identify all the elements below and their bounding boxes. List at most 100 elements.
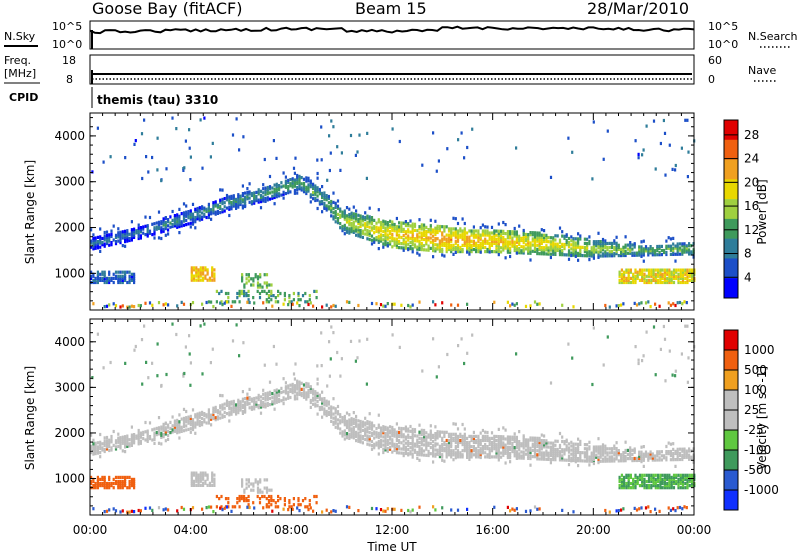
velocity-cell [529,454,532,459]
velocity-cell [275,362,278,366]
velocity-cell [411,427,414,432]
power-cell [261,285,264,289]
velocity-cell [647,452,650,456]
velocity-cell [391,427,394,432]
power-cell [288,294,291,298]
power-cell [675,274,678,278]
power-cell [133,272,136,276]
power-cell [470,243,473,247]
velocity-cell [318,393,321,397]
power-cell [495,237,498,241]
velocity-cell [157,432,161,436]
velocity-cell [441,458,444,462]
velocity-cell [256,486,260,490]
velocity-cell [336,404,340,409]
power-cell [674,252,677,256]
power-cell [645,268,648,272]
power-cell [447,241,451,245]
velocity-cell [545,457,548,461]
velocity-cell [613,453,616,457]
power-cell [456,237,460,241]
power-cell [660,248,663,253]
power-cell [334,205,337,209]
velocity-cell [327,410,330,414]
power-cell [157,222,161,226]
power-cell [506,236,509,240]
power-cell [272,294,275,298]
velocity-cell [441,430,444,434]
power-cell [606,241,609,246]
velocity-cell [468,443,471,447]
power-cell [300,186,303,190]
power-cell [160,179,163,183]
velocity-cell [262,392,265,396]
velocity-cell [302,393,306,397]
velocity-cell [284,389,287,393]
velocity-cell [291,384,294,389]
velocity-cell [291,382,294,386]
velocity-cell [187,419,190,423]
velocity-cell [199,471,202,475]
power-cell [108,280,111,285]
velocity-cell [232,399,235,403]
power-cell [413,243,417,247]
velocity-cell [647,473,651,477]
power-cell [293,191,296,195]
power-cell [128,278,131,282]
velocity-cell [275,392,278,396]
velocity-cell [171,415,174,419]
power-cell [201,207,204,211]
power-cell [681,250,684,254]
power-cell [364,222,367,226]
power-cell [212,209,215,213]
velocity-cell [210,417,213,421]
velocity-cell [608,451,611,455]
power-cell [409,236,412,240]
velocity-cell [627,475,630,479]
power-cell [624,243,627,247]
power-cell [284,183,287,187]
velocity-cell [215,505,218,509]
velocity-cell [101,484,104,488]
velocity-cell [620,484,623,488]
power-cell [278,184,281,188]
power-cell [359,216,362,220]
velocity-cell [597,451,600,455]
velocity-cell [688,473,691,477]
power-cell [420,237,423,241]
velocity-cell [327,412,330,416]
power-cell [227,291,230,296]
power-cell [137,303,140,308]
power-cell [288,296,291,300]
power-cell [524,235,528,239]
power-cell [549,242,552,246]
velocity-cell [389,429,392,433]
power-cell [620,251,623,256]
power-cell [416,245,419,249]
velocity-cell [636,475,639,479]
power-cell [538,302,541,306]
power-cell [377,220,380,224]
velocity-cell [513,437,516,441]
power-cell [377,236,380,240]
power-cell [309,179,312,183]
power-cell [271,186,274,190]
power-cell [522,241,525,245]
power-cell [384,243,387,247]
velocity-cell [195,475,198,479]
velocity-cell [513,448,516,452]
power-cell [213,274,216,278]
velocity-cell [643,484,646,488]
power-cell [393,229,396,233]
power-cell [270,289,273,293]
power-cell [110,243,113,247]
velocity-cell [216,409,219,413]
power-cell [321,193,324,197]
velocity-cell [506,453,509,458]
power-cell [567,253,571,257]
velocity-cell [425,437,428,441]
power-cell [509,242,512,246]
power-cell [128,236,131,241]
velocity-cell [348,428,351,432]
velocity-cell [94,486,97,490]
